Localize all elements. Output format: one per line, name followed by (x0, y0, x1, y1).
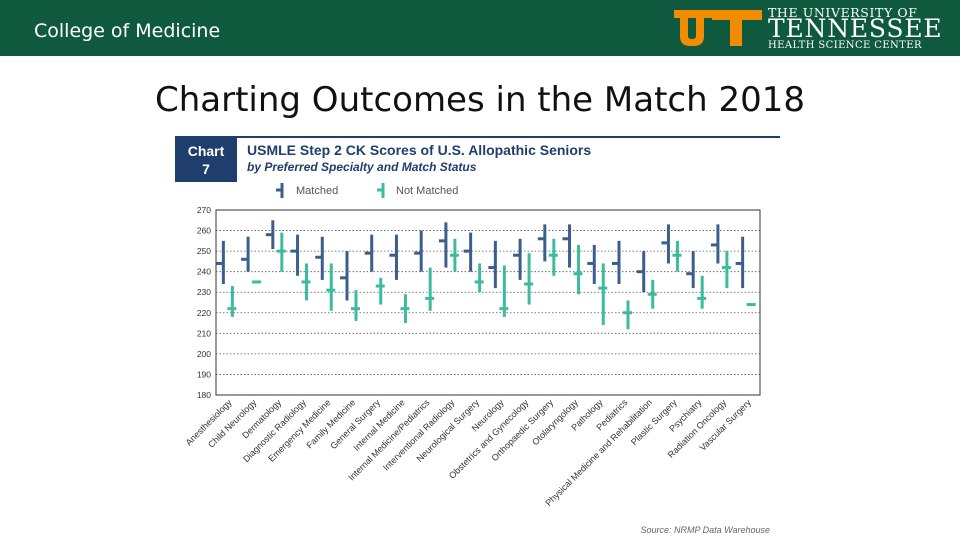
y-tick-label: 230 (197, 287, 211, 297)
chart-title: USMLE Step 2 CK Scores of U.S. Allopathi… (247, 142, 591, 158)
plot-frame (215, 209, 761, 396)
y-tick-label: 270 (197, 205, 211, 215)
college-label: College of Medicine (34, 20, 221, 42)
y-tick-label: 240 (197, 267, 211, 277)
chart-badge (175, 136, 237, 182)
y-tick-label: 180 (197, 390, 211, 400)
y-tick-label: 200 (197, 349, 211, 359)
y-tick-label: 220 (197, 308, 211, 318)
logo-line2: TENNESSEE (768, 14, 943, 43)
logo-line1: THE UNIVERSITY OF (768, 5, 918, 20)
slide-title: Charting Outcomes in the Match 2018 (154, 80, 805, 120)
chart-source: Source: NRMP Data Warehouse (640, 525, 770, 535)
chart-subtitle: by Preferred Specialty and Match Status (247, 160, 477, 174)
logo-line3: HEALTH SCIENCE CENTER (768, 40, 922, 51)
ut-hsc-logo: UT THE UNIVERSITY OF TENNESSEE HEALTH SC… (672, 4, 952, 52)
legend-matched-label: Matched (296, 185, 338, 197)
y-tick-label: 260 (197, 226, 211, 236)
y-tick-label: 250 (197, 246, 211, 256)
legend: Matched Not Matched (276, 183, 458, 198)
y-tick-label: 190 (197, 369, 211, 379)
legend-notmatched-label: Not Matched (396, 185, 458, 197)
ut-logo-mark: UT (674, 10, 762, 46)
header-bar (0, 0, 960, 56)
y-tick-label: 210 (197, 328, 211, 338)
chart-badge-word: Chart (188, 143, 225, 159)
chart: Chart 7 USMLE Step 2 CK Scores of U.S. A… (175, 136, 780, 535)
chart-badge-number: 7 (202, 161, 210, 177)
